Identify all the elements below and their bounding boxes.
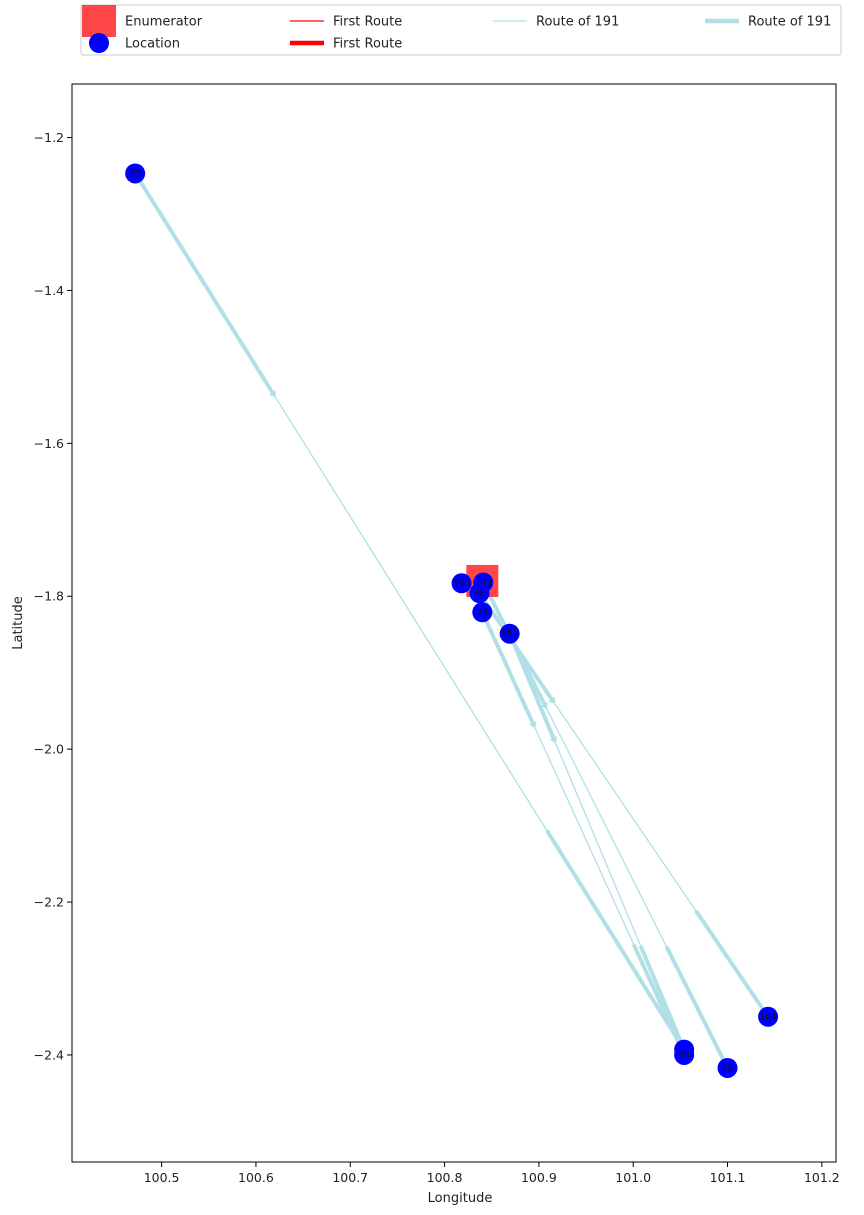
y-axis-label: Latitude [11,596,26,650]
legend-label: First Route [333,37,402,52]
x-axis-label: Longitude [428,1191,493,1206]
location-label: 159 [501,630,518,640]
x-tick-label: 101.1 [710,1170,746,1185]
location-marker [674,1044,695,1065]
y-tick-label: −2.0 [34,742,64,757]
x-axis: 100.5 100.6 100.7 100.8 100.9 101.0 101.1 101.2 [144,1162,840,1185]
route-end-segment [694,909,770,1018]
location-marker [758,1006,779,1027]
location-label: 36 [474,589,486,599]
x-tick-label: 100.5 [144,1170,180,1185]
x-tick-label: 101.0 [615,1170,651,1185]
location-marker [469,583,490,604]
x-tick-label: 101.2 [804,1170,840,1185]
plot-area: 331031903673159843575164 [71,83,837,1163]
route-arrowhead [548,696,556,705]
location-label: 75 [722,1064,733,1074]
route-end-segment [664,945,730,1069]
legend-label: First Route [333,15,402,30]
plot-frame [71,83,837,1163]
location-label: 35 [678,1051,689,1061]
y-tick-label: −1.2 [34,130,64,145]
location-marker [125,163,146,184]
y-tick-label: −1.6 [34,436,64,451]
legend-marker-square [82,5,116,37]
route-start-segment [133,172,275,394]
legend-marker-circle [89,33,109,53]
route-arrowhead [529,721,537,729]
route-start-segment [480,611,535,724]
location-label: 33 [129,169,140,179]
location-marker [472,602,493,623]
y-tick-label: −1.4 [34,283,64,298]
route-arrowhead [549,736,557,744]
legend-label: Route of 191 [536,15,619,30]
legend-label: Location [125,37,180,52]
y-tick-label: −1.8 [34,589,64,604]
x-tick-label: 100.9 [521,1170,557,1185]
location-marker [451,573,472,594]
locations-layer: 331031903673159843575164 [125,163,779,1078]
legend-label: Enumerator [125,15,203,30]
route-end-segment [638,944,686,1051]
legend: Enumerator Location First Route First Route… [80,4,842,56]
x-tick-label: 100.6 [238,1170,274,1185]
location-marker [499,623,520,644]
x-tick-label: 100.8 [427,1170,463,1185]
y-tick-label: −2.2 [34,895,64,910]
legend-frame [80,4,842,56]
location-marker [717,1057,738,1078]
route-arrowhead [540,702,548,710]
location-label: 73 [477,608,488,618]
legend-label: Route of 191 [748,15,831,30]
location-label: 103 [453,579,470,589]
y-axis: −1.2 −1.4 −1.6 −1.8 −2.0 −2.2 −2.4 [34,130,72,1062]
route-end-segment [545,829,686,1051]
route-arrowhead [269,390,276,398]
x-tick-label: 100.7 [332,1170,368,1185]
location-label: 190 [475,578,492,588]
routes-layer [133,172,770,1069]
route-end-segment [631,943,686,1056]
location-label: 164 [759,1013,776,1023]
y-tick-label: −2.4 [34,1047,64,1062]
